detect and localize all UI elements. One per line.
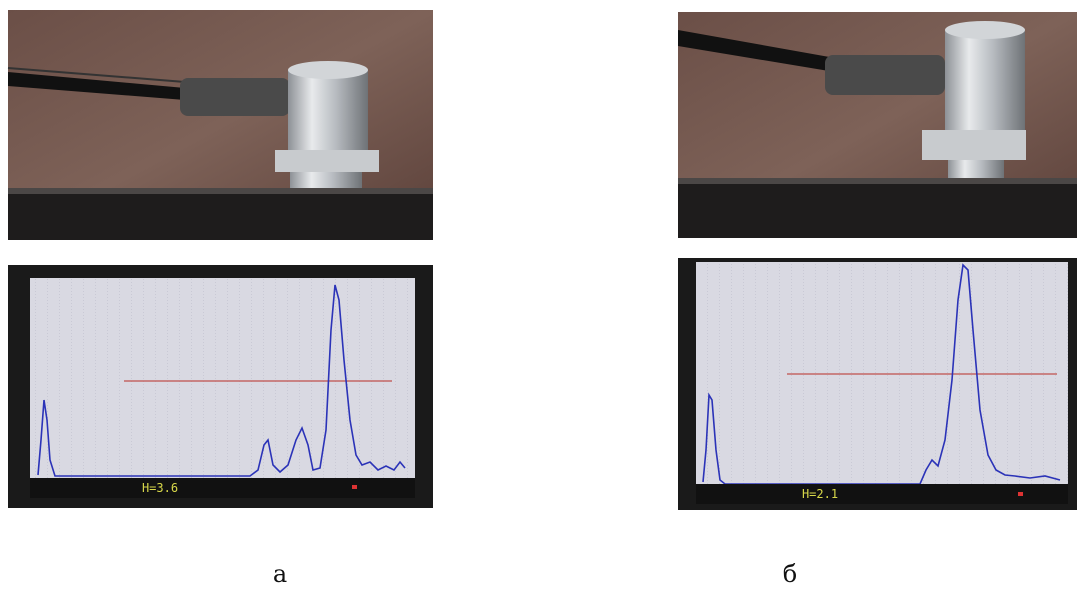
panel-label: б (783, 560, 797, 588)
photo-right (678, 12, 1077, 238)
screen-right: H=2.1 (678, 258, 1077, 510)
reading: H=3.6 (142, 481, 178, 495)
panel-label: а (273, 560, 287, 588)
screen-left: H=3.6 (8, 265, 433, 508)
reading: H=2.1 (802, 487, 838, 501)
photo-left (7, 10, 433, 240)
